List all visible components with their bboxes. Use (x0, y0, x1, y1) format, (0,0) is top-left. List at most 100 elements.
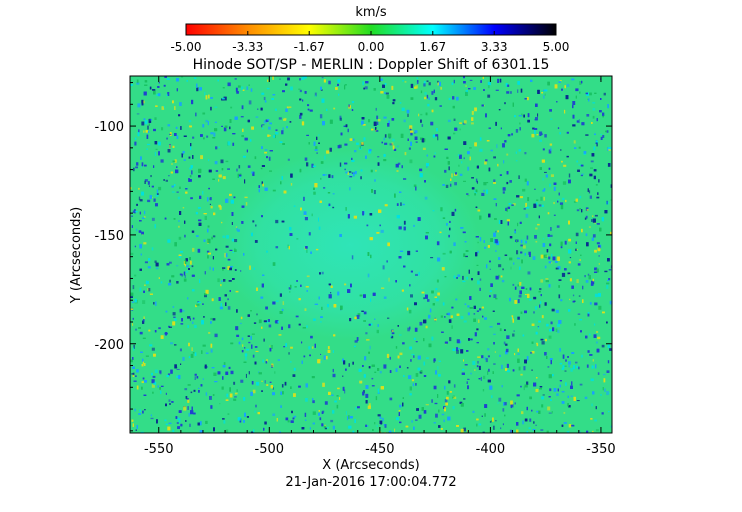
doppler-speckle (509, 297, 511, 302)
doppler-speckle (248, 371, 250, 375)
doppler-speckle (237, 173, 239, 178)
doppler-speckle (166, 263, 170, 266)
doppler-speckle (601, 344, 605, 348)
doppler-speckle (205, 119, 208, 123)
doppler-speckle (139, 268, 142, 271)
doppler-speckle (536, 410, 539, 413)
doppler-speckle (354, 316, 357, 320)
doppler-speckle (255, 350, 259, 352)
doppler-speckle (279, 141, 283, 143)
doppler-speckle (136, 79, 139, 84)
doppler-speckle (426, 357, 429, 360)
doppler-speckle (450, 315, 453, 318)
doppler-speckle (342, 165, 344, 168)
doppler-speckle (460, 315, 464, 320)
doppler-speckle (370, 169, 373, 173)
doppler-speckle (314, 92, 317, 97)
doppler-speckle (139, 211, 141, 215)
doppler-speckle (528, 427, 531, 430)
doppler-speckle (149, 344, 153, 347)
doppler-speckle (565, 199, 567, 203)
doppler-speckle (523, 208, 526, 210)
doppler-speckle (368, 351, 370, 354)
doppler-speckle (264, 421, 267, 425)
doppler-speckle (415, 186, 417, 191)
doppler-speckle (534, 235, 537, 239)
doppler-speckle (504, 329, 506, 331)
doppler-speckle (519, 266, 521, 270)
doppler-speckle (531, 323, 535, 326)
doppler-speckle (153, 198, 156, 202)
doppler-speckle (208, 187, 210, 190)
doppler-speckle (449, 391, 452, 393)
doppler-speckle (169, 403, 171, 405)
doppler-speckle (178, 114, 181, 117)
doppler-speckle (249, 265, 251, 270)
doppler-speckle (506, 171, 509, 175)
doppler-speckle (201, 320, 204, 325)
doppler-speckle (155, 203, 158, 207)
doppler-speckle (134, 141, 137, 146)
doppler-speckle (312, 398, 314, 401)
doppler-speckle (359, 294, 363, 297)
doppler-speckle (568, 261, 571, 264)
doppler-speckle (371, 364, 375, 367)
doppler-speckle (542, 238, 545, 240)
doppler-speckle (575, 241, 577, 244)
doppler-speckle (479, 137, 482, 141)
doppler-speckle (246, 86, 249, 90)
doppler-speckle (533, 203, 537, 208)
doppler-speckle (453, 79, 455, 84)
doppler-speckle (377, 388, 379, 392)
doppler-speckle (142, 300, 146, 304)
doppler-speckle (299, 168, 302, 173)
doppler-speckle (502, 187, 506, 191)
doppler-field (130, 76, 612, 433)
doppler-speckle (139, 199, 143, 202)
doppler-speckle (177, 426, 180, 429)
doppler-speckle (195, 304, 198, 308)
doppler-speckle (593, 175, 596, 180)
doppler-speckle (514, 353, 516, 356)
doppler-speckle (548, 256, 551, 260)
doppler-speckle (141, 234, 144, 236)
doppler-speckle (375, 396, 378, 401)
doppler-speckle (291, 410, 293, 414)
doppler-speckle (562, 354, 565, 359)
doppler-speckle (467, 195, 470, 197)
doppler-speckle (208, 332, 211, 334)
doppler-speckle (178, 410, 182, 413)
doppler-speckle (476, 310, 479, 312)
doppler-speckle (229, 126, 231, 130)
doppler-speckle (603, 378, 606, 383)
doppler-speckle (594, 249, 597, 253)
doppler-speckle (199, 430, 203, 433)
doppler-speckle (549, 358, 553, 360)
doppler-speckle (406, 109, 410, 114)
doppler-speckle (267, 319, 270, 322)
doppler-speckle (579, 208, 581, 210)
doppler-speckle (144, 216, 146, 218)
doppler-speckle (383, 116, 387, 119)
doppler-speckle (610, 184, 612, 188)
doppler-speckle (479, 287, 481, 291)
doppler-speckle (141, 121, 145, 126)
doppler-speckle (360, 176, 362, 180)
doppler-speckle (461, 161, 463, 164)
doppler-speckle (285, 83, 288, 86)
doppler-speckle (190, 165, 193, 168)
doppler-speckle (145, 280, 148, 284)
doppler-speckle (567, 272, 571, 275)
doppler-speckle (189, 179, 192, 182)
doppler-speckle (577, 313, 581, 315)
doppler-speckle (303, 76, 307, 79)
doppler-speckle (288, 246, 290, 250)
doppler-speckle (539, 386, 543, 388)
doppler-speckle (331, 175, 334, 179)
doppler-speckle (272, 189, 276, 192)
doppler-speckle (304, 308, 307, 311)
doppler-speckle (304, 217, 308, 221)
doppler-speckle (144, 261, 148, 264)
doppler-speckle (335, 87, 338, 90)
doppler-speckle (328, 294, 332, 299)
